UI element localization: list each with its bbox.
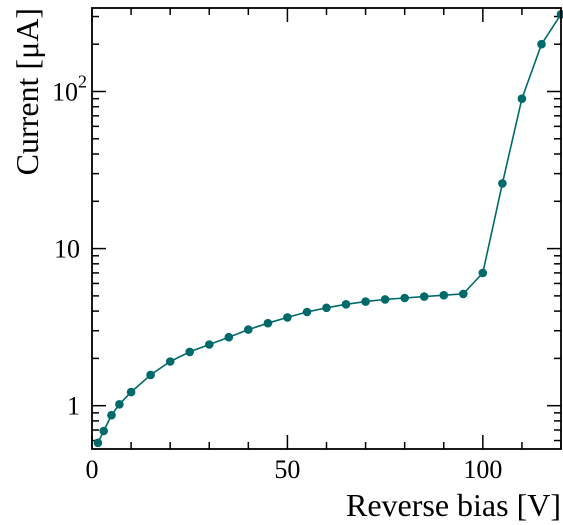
- data-point: [419, 292, 429, 301]
- y-tick-exponent: 2: [78, 71, 87, 91]
- x-tick-label: 50: [274, 455, 300, 484]
- data-point: [439, 290, 449, 300]
- data-point: [263, 318, 273, 328]
- data-point: [341, 300, 351, 309]
- data-point: [283, 313, 292, 322]
- data-point: [302, 307, 312, 317]
- data-point: [459, 289, 468, 299]
- data-point: [93, 438, 103, 448]
- data-point: [556, 10, 563, 19]
- x-axis-label: Reverse bias [V]: [346, 487, 561, 523]
- data-point: [205, 340, 214, 349]
- data-point: [126, 387, 136, 397]
- data-point: [498, 179, 507, 188]
- data-point: [361, 297, 370, 306]
- y-tick-label: 10: [52, 77, 78, 106]
- data-point: [99, 426, 108, 436]
- y-tick-label: 10: [54, 235, 80, 264]
- data-point: [115, 400, 124, 409]
- x-tick-label: 0: [86, 455, 99, 484]
- x-tick-label: 100: [463, 455, 502, 484]
- data-point: [322, 303, 331, 313]
- data-point: [380, 295, 390, 304]
- data-point: [165, 357, 175, 366]
- x-tick-labels: 0 50 100: [86, 455, 503, 484]
- y-tick-label: 1: [67, 392, 80, 421]
- data-point: [400, 293, 410, 303]
- data-point: [478, 268, 488, 278]
- data-points: [93, 10, 563, 448]
- data-point: [537, 39, 546, 49]
- y-axis-label: Current [μA]: [9, 8, 45, 175]
- plot-frame: [91, 7, 562, 450]
- data-point: [185, 347, 194, 357]
- data-point: [146, 370, 155, 380]
- axis-ticks: [91, 8, 562, 449]
- data-point: [224, 332, 234, 342]
- series-line: [97, 13, 562, 444]
- data-point: [107, 410, 116, 420]
- data-point: [244, 325, 253, 334]
- data-point: [517, 94, 527, 103]
